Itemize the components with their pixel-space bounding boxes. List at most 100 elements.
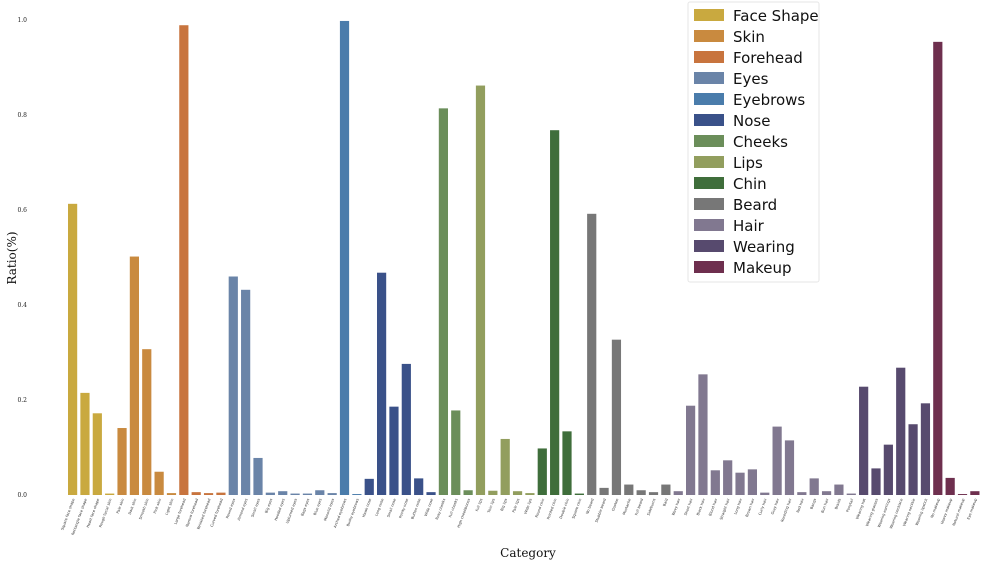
legend-entry-label: Makeup xyxy=(733,259,792,277)
x-tick-label: Wearing hat xyxy=(855,497,866,519)
bar xyxy=(723,460,733,495)
y-axis: 0.0 0.2 0.4 0.6 0.8 1.0 xyxy=(17,17,27,499)
x-tick-label: Curly hair xyxy=(758,497,768,515)
legend-entry-label: Lips xyxy=(733,154,763,172)
y-tick-label: 0.6 xyxy=(17,207,27,214)
x-tick-label: Full lips xyxy=(475,498,483,512)
bar xyxy=(871,468,881,495)
x-tick-label: Bun hair xyxy=(821,497,830,513)
bar xyxy=(339,20,350,495)
bar xyxy=(364,478,374,495)
x-tick-label: Receding hair xyxy=(780,497,792,522)
x-tick-label: Straight hair xyxy=(719,497,731,520)
bar xyxy=(599,487,609,496)
x-tick-label: Brown hair xyxy=(745,497,756,517)
bar xyxy=(290,493,300,495)
x-tick-label: Long nose xyxy=(374,497,384,516)
bar xyxy=(920,403,931,495)
bar xyxy=(241,289,251,495)
legend-swatch xyxy=(694,93,724,105)
x-tick-label: Eye makeup xyxy=(966,497,978,520)
bar xyxy=(129,256,139,495)
bar xyxy=(933,41,943,495)
x-tick-label: Natural makeup xyxy=(952,497,966,526)
x-tick-label: Full beard xyxy=(634,498,644,516)
x-tick-label: Curved forehead xyxy=(210,498,224,528)
bar xyxy=(166,493,177,495)
legend-entry-label: Beard xyxy=(733,196,777,214)
x-tick-label: Narrow forehead xyxy=(185,498,199,528)
bar xyxy=(550,130,560,495)
bar xyxy=(179,25,189,495)
bars-group xyxy=(68,20,980,496)
legend-entry-label: Chin xyxy=(733,175,767,193)
x-tick-label: Rosy cheeks xyxy=(435,498,446,520)
bar xyxy=(945,477,955,495)
x-tick-label: Goatee xyxy=(611,497,619,511)
x-tick-label: Blue eyes xyxy=(313,498,323,516)
bar xyxy=(401,363,411,495)
x-axis-title: Category xyxy=(500,546,556,560)
y-tick-label: 0.2 xyxy=(17,397,27,404)
bar xyxy=(846,493,856,495)
bar xyxy=(475,85,486,496)
x-tick-label: Bushy eyebrows xyxy=(346,498,360,527)
legend-entry-label: Eyes xyxy=(733,70,769,88)
bar xyxy=(92,413,102,495)
x-tick-label: Long hair xyxy=(733,497,743,515)
x-tick-label: Smooth skin xyxy=(138,498,149,520)
legend: Face Shape Skin Forehead Eyes Eyebrows Nose Ch… xyxy=(687,1,820,283)
x-tick-label: Button nose xyxy=(410,497,421,520)
x-tick-label: Rough facial skin xyxy=(98,498,112,528)
x-tick-label: Bald xyxy=(662,498,668,507)
x-tick-label: Big lips xyxy=(500,498,508,512)
bar xyxy=(463,490,473,495)
bar xyxy=(253,457,263,495)
y-tick-label: 0.0 xyxy=(17,492,27,499)
bar xyxy=(537,448,547,495)
bar xyxy=(834,484,844,495)
bar xyxy=(142,349,152,495)
x-tick-label: Small nose xyxy=(386,497,397,518)
bar xyxy=(265,492,275,496)
x-tick-label: Double chin xyxy=(559,498,570,519)
legend-swatch xyxy=(694,261,724,273)
bar xyxy=(636,490,646,495)
bar xyxy=(438,108,448,495)
x-tick-label: Pale lips xyxy=(512,498,521,513)
x-tick-label: Wavy hair xyxy=(671,497,681,516)
bar xyxy=(512,491,523,495)
bar xyxy=(735,472,745,495)
bar xyxy=(611,339,622,495)
x-tick-label: Red hair xyxy=(796,497,805,513)
legend-entry-label: Cheeks xyxy=(733,133,788,151)
bar xyxy=(574,493,584,495)
x-tick-label: Short hair xyxy=(684,497,694,516)
x-tick-label: Ponytail xyxy=(846,498,855,513)
bar xyxy=(661,484,671,495)
x-tick-label: Sideburns xyxy=(647,498,657,516)
legend-swatch xyxy=(694,156,724,168)
x-tick-label: Stubble beard xyxy=(595,498,607,523)
x-tick-label: Full cheeks xyxy=(448,498,459,518)
bar xyxy=(488,490,498,495)
x-tick-label: Dark skin xyxy=(128,498,138,515)
bar xyxy=(772,426,782,495)
x-tick-label: Wearing lipstick xyxy=(915,497,929,526)
bar xyxy=(389,406,399,495)
x-tick-label: Pink skin xyxy=(153,498,162,514)
bar xyxy=(883,444,893,495)
x-tick-label: Monolid eyes xyxy=(323,498,335,522)
x-tick-label: Light skin xyxy=(165,498,175,516)
legend-swatch xyxy=(694,114,724,126)
legend-swatch xyxy=(694,30,724,42)
legend-entry-label: Wearing xyxy=(733,238,795,256)
bar xyxy=(698,374,708,495)
x-tick-label: Small eyes xyxy=(250,498,260,518)
bar xyxy=(451,410,461,495)
bar xyxy=(562,431,572,495)
bar xyxy=(315,490,325,495)
x-tick-label: Gray hair xyxy=(771,497,781,515)
x-tick-label: No makeup xyxy=(930,497,941,518)
